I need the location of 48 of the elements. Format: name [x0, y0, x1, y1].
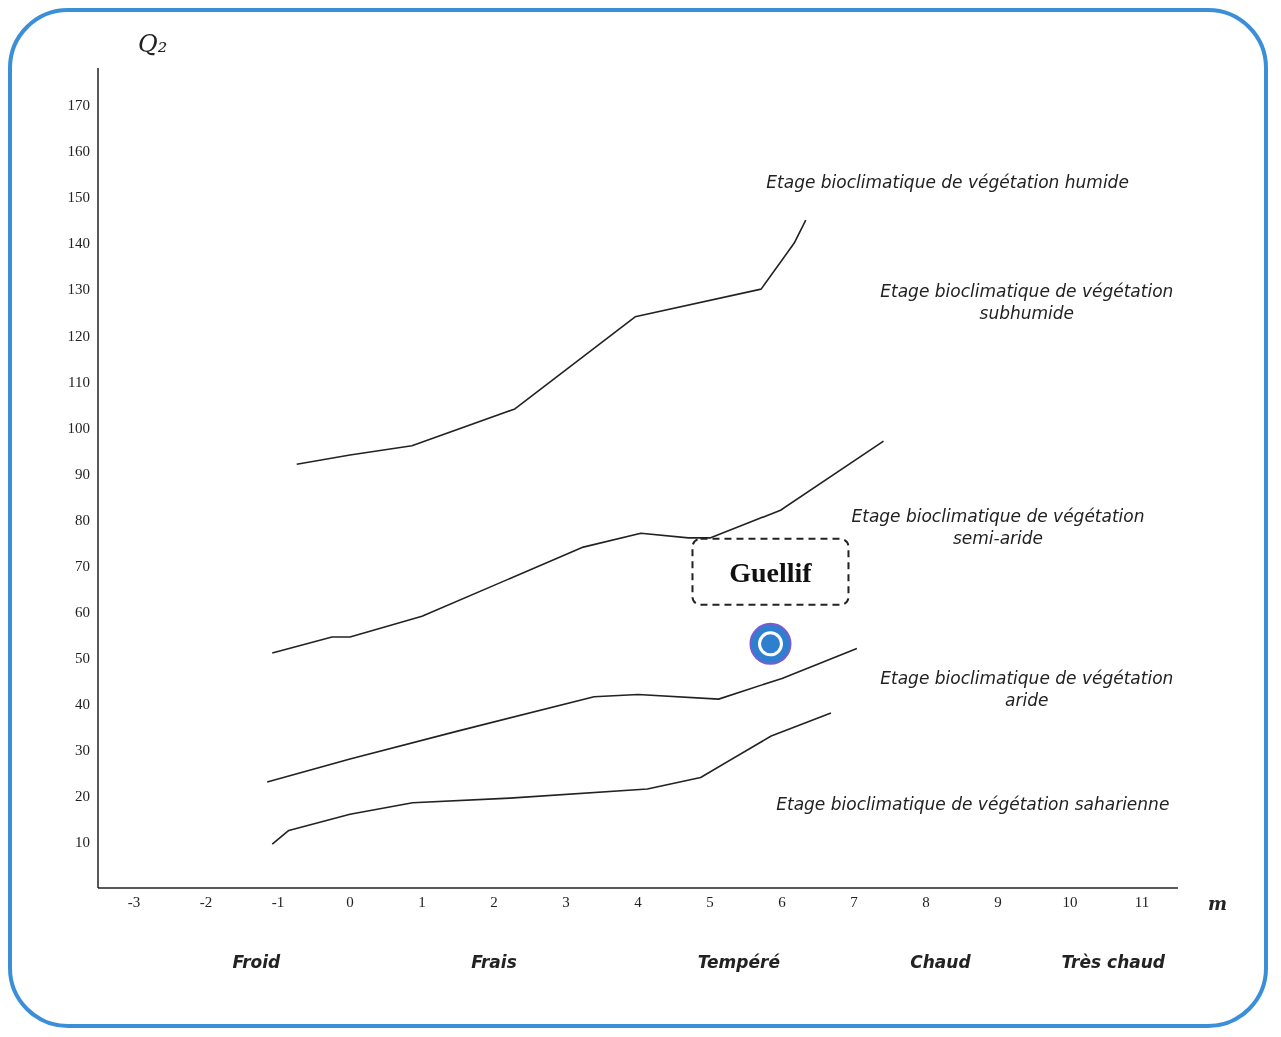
y-tick-label: 20 [75, 788, 90, 805]
x-tick-label: -1 [271, 893, 285, 910]
annotation: Etage bioclimatique de végétation humide [766, 171, 1129, 192]
x-axis-title: m [1208, 893, 1228, 914]
y-tick-label: 80 [75, 511, 90, 528]
x-tick-label: 5 [706, 893, 714, 910]
x-tick-label: 10 [1062, 893, 1078, 910]
y-tick-label: 130 [67, 281, 90, 298]
y-tick-label: 160 [67, 143, 90, 160]
text: Très chaud [1061, 952, 1166, 972]
y-tick-label: 100 [67, 419, 90, 436]
x-tick-label: 4 [634, 893, 643, 910]
line-series [266, 647, 858, 783]
line-series [295, 219, 807, 465]
x-tick-label: 3 [562, 893, 570, 910]
y-axis-title: Q₂ [138, 30, 168, 58]
text: Froid [232, 952, 282, 972]
x-tick-label: -3 [127, 893, 141, 910]
y-tick-label: 10 [75, 834, 90, 851]
annotation: Etage bioclimatique de végétation saharienne [776, 793, 1170, 814]
series-label: Guellif [729, 556, 813, 588]
y-tick-label: 70 [75, 557, 90, 574]
x-tick-label: 6 [778, 893, 787, 910]
x-tick-label: 0 [346, 893, 354, 910]
annotation: Etage bioclimatique de végétation semi-aride [851, 506, 1145, 549]
x-tick-label: 1 [418, 893, 426, 910]
x-tick-label: 8 [922, 893, 930, 910]
x-tick-label: 9 [994, 893, 1002, 910]
x-tick-label: 7 [850, 893, 859, 910]
y-tick-label: 30 [75, 742, 90, 759]
text: Tempéré [697, 952, 781, 972]
x-tick-label: 11 [1134, 893, 1150, 910]
text: Chaud [910, 952, 972, 972]
y-tick-label: 60 [75, 603, 90, 620]
y-tick-label: 140 [67, 235, 90, 252]
x-tick-label: 2 [490, 893, 498, 910]
y-tick-label: 40 [75, 696, 90, 713]
y-tick-label: 150 [67, 189, 90, 206]
annotation: Etage bioclimatique de végétation subhumide [880, 280, 1174, 323]
y-tick-label: 170 [67, 97, 90, 114]
y-tick-label: 90 [75, 465, 90, 482]
y-tick-label: 110 [68, 373, 90, 390]
text: Frais [471, 952, 517, 972]
y-tick-label: 50 [75, 649, 90, 666]
annotation: Etage bioclimatique de végétation aride [880, 667, 1174, 710]
x-tick-label: -2 [199, 893, 213, 910]
line-series [271, 712, 832, 846]
y-tick-label: 120 [67, 327, 90, 344]
